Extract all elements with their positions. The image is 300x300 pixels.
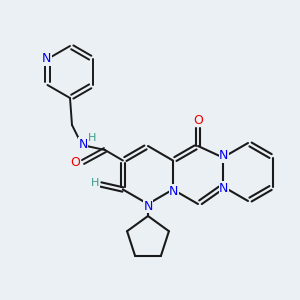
Text: N: N <box>143 200 153 212</box>
Text: N: N <box>169 185 178 198</box>
Text: N: N <box>42 52 51 65</box>
Text: N: N <box>219 182 229 195</box>
Text: H: H <box>88 133 96 143</box>
Text: N: N <box>219 149 229 162</box>
Text: O: O <box>70 155 80 169</box>
Text: N: N <box>78 137 88 151</box>
Text: H: H <box>91 178 99 188</box>
Text: O: O <box>193 113 203 127</box>
